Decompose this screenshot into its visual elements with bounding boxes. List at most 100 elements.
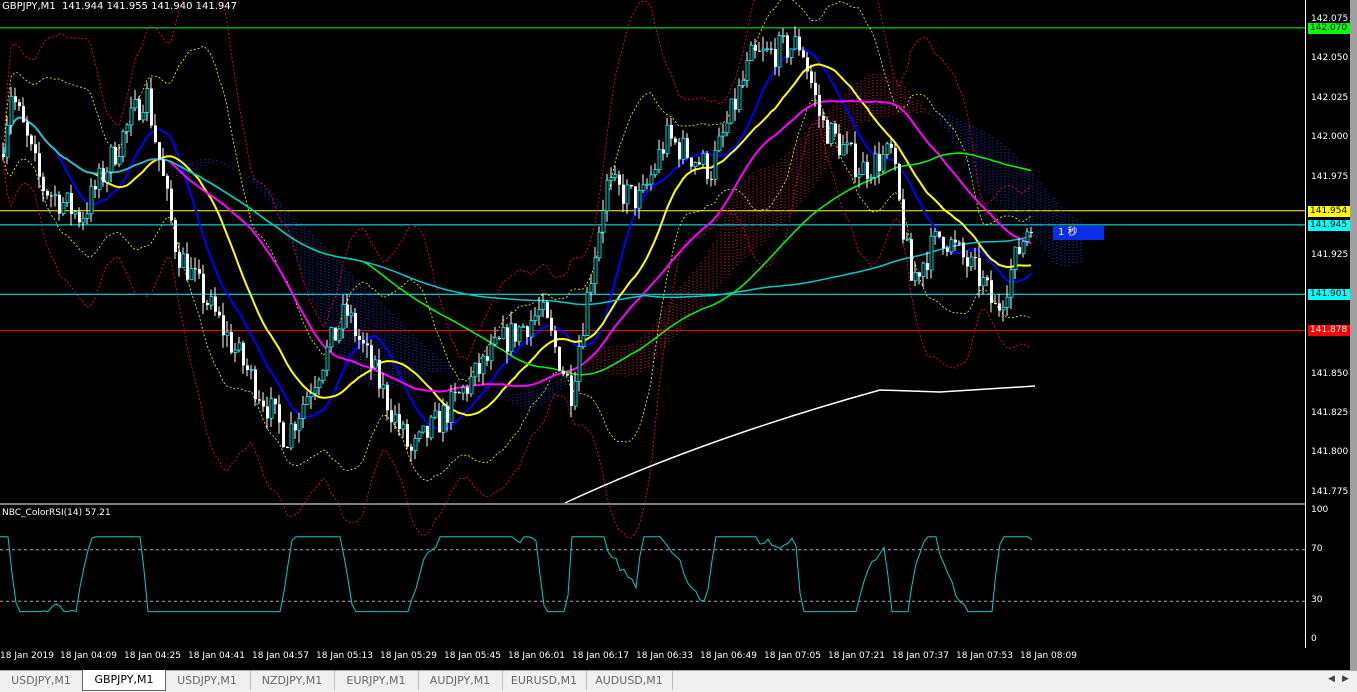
time-label: 18 Jan 04:41 — [188, 651, 245, 661]
candle-body — [297, 418, 302, 431]
candle-body — [725, 122, 730, 134]
candle-body — [514, 323, 517, 342]
candle-body — [189, 267, 194, 281]
candle-body — [438, 410, 441, 433]
rsi-label: NBC_ColorRSI(14) 57.21 — [2, 508, 111, 518]
candle-body — [734, 98, 737, 110]
tab-audusd-m1[interactable]: AUDUSD,M1 — [586, 671, 673, 690]
candle-body — [454, 391, 457, 393]
candle-body — [58, 194, 61, 214]
candle-body — [150, 88, 153, 126]
candle-body — [194, 268, 197, 270]
candle-body — [529, 320, 534, 338]
panel-separator[interactable] — [0, 503, 1305, 505]
candle-body — [890, 143, 893, 148]
candle-body — [378, 359, 381, 389]
candle-body — [938, 231, 941, 237]
price-chart[interactable] — [0, 0, 1350, 670]
candle-body — [637, 190, 642, 209]
candle-body — [670, 125, 673, 139]
candle-body — [990, 280, 993, 303]
rsi-tick: 0 — [1311, 634, 1317, 644]
candle-body — [954, 239, 957, 243]
tab-audjpy-m1[interactable]: AUDJPY,M1 — [418, 671, 503, 690]
candle-body — [282, 422, 285, 448]
candle-body — [898, 163, 901, 200]
candle-body — [9, 95, 14, 126]
candle-body — [249, 368, 254, 371]
candle-body — [158, 142, 161, 160]
candle-body — [301, 403, 306, 419]
time-label: 18 Jan 07:53 — [956, 651, 1013, 661]
tab-scroll-right-icon[interactable]: ▶ — [1342, 674, 1349, 684]
candle-body — [38, 153, 41, 177]
candle-body — [701, 152, 706, 165]
candle-body — [141, 112, 146, 121]
candle-body — [390, 410, 393, 423]
time-label: 18 Jan 06:01 — [508, 651, 565, 661]
candle-body — [145, 88, 150, 113]
vertical-scrollbar[interactable] — [1350, 0, 1357, 670]
candle-body — [481, 355, 486, 375]
candle-body — [597, 231, 602, 259]
candle-body — [826, 120, 829, 144]
candle-body — [781, 35, 786, 37]
candle-body — [94, 186, 97, 190]
price-tick: 141.800 — [1311, 447, 1349, 458]
candle-body — [458, 392, 461, 394]
candle-body — [681, 137, 686, 160]
candle-body — [426, 425, 429, 438]
price-tick: 141.925 — [1311, 250, 1349, 261]
time-label: 18 Jan 07:05 — [764, 651, 821, 661]
candle-body — [721, 132, 726, 137]
candle-body — [854, 143, 857, 178]
candlesticks — [2, 26, 1033, 462]
candle-body — [558, 346, 561, 371]
candle-body — [413, 438, 418, 451]
candle-body — [406, 424, 409, 447]
time-label: 18 Jan 04:25 — [124, 651, 181, 661]
price-tick: 141.975 — [1311, 171, 1349, 182]
tab-eurjpy-m1[interactable]: EURJPY,M1 — [334, 671, 419, 690]
tab-usdjpy-m1[interactable]: USDJPY,M1 — [164, 671, 251, 690]
candle-body — [798, 36, 801, 51]
time-label: 18 Jan 04:09 — [60, 651, 117, 661]
candle-body — [949, 239, 954, 253]
candle-body — [1013, 246, 1018, 270]
candle-body — [913, 272, 918, 282]
candle-body — [417, 431, 422, 439]
candle-body — [814, 82, 817, 95]
tab-scroll-left-icon[interactable]: ◀ — [1328, 674, 1335, 684]
candle-body — [873, 153, 878, 178]
candle-body — [966, 257, 969, 267]
candle-body — [237, 342, 242, 351]
candle-body — [946, 248, 949, 252]
candle-body — [354, 312, 357, 336]
candle-body — [170, 188, 173, 221]
candle-body — [958, 242, 961, 244]
candle-body — [978, 258, 981, 286]
tab-usdjpy-m1[interactable]: USDJPY,M1 — [0, 671, 83, 690]
candle-body — [754, 45, 757, 51]
tab-gbpjpy-m1[interactable]: GBPJPY,M1 — [82, 670, 166, 691]
candle-body — [478, 363, 481, 374]
candle-body — [841, 144, 846, 156]
candle-body — [834, 123, 837, 134]
candle-body — [366, 343, 369, 346]
candle-body — [73, 211, 78, 215]
moving-average-line — [2, 116, 1032, 306]
candle-body — [309, 393, 314, 398]
candle-body — [1001, 306, 1006, 311]
candle-body — [693, 162, 698, 167]
candle-body — [1005, 296, 1010, 308]
candle-body — [22, 106, 25, 123]
candle-body — [254, 369, 257, 400]
tab-eurusd-m1[interactable]: EURUSD,M1 — [502, 671, 587, 690]
candle-body — [50, 195, 53, 197]
candle-body — [933, 231, 938, 237]
tab-nzdjpy-m1[interactable]: NZDJPY,M1 — [250, 671, 335, 690]
candle-body — [609, 177, 614, 181]
candle-body — [233, 349, 238, 353]
candle-body — [373, 359, 378, 369]
time-label: 18 Jan 05:29 — [380, 651, 437, 661]
